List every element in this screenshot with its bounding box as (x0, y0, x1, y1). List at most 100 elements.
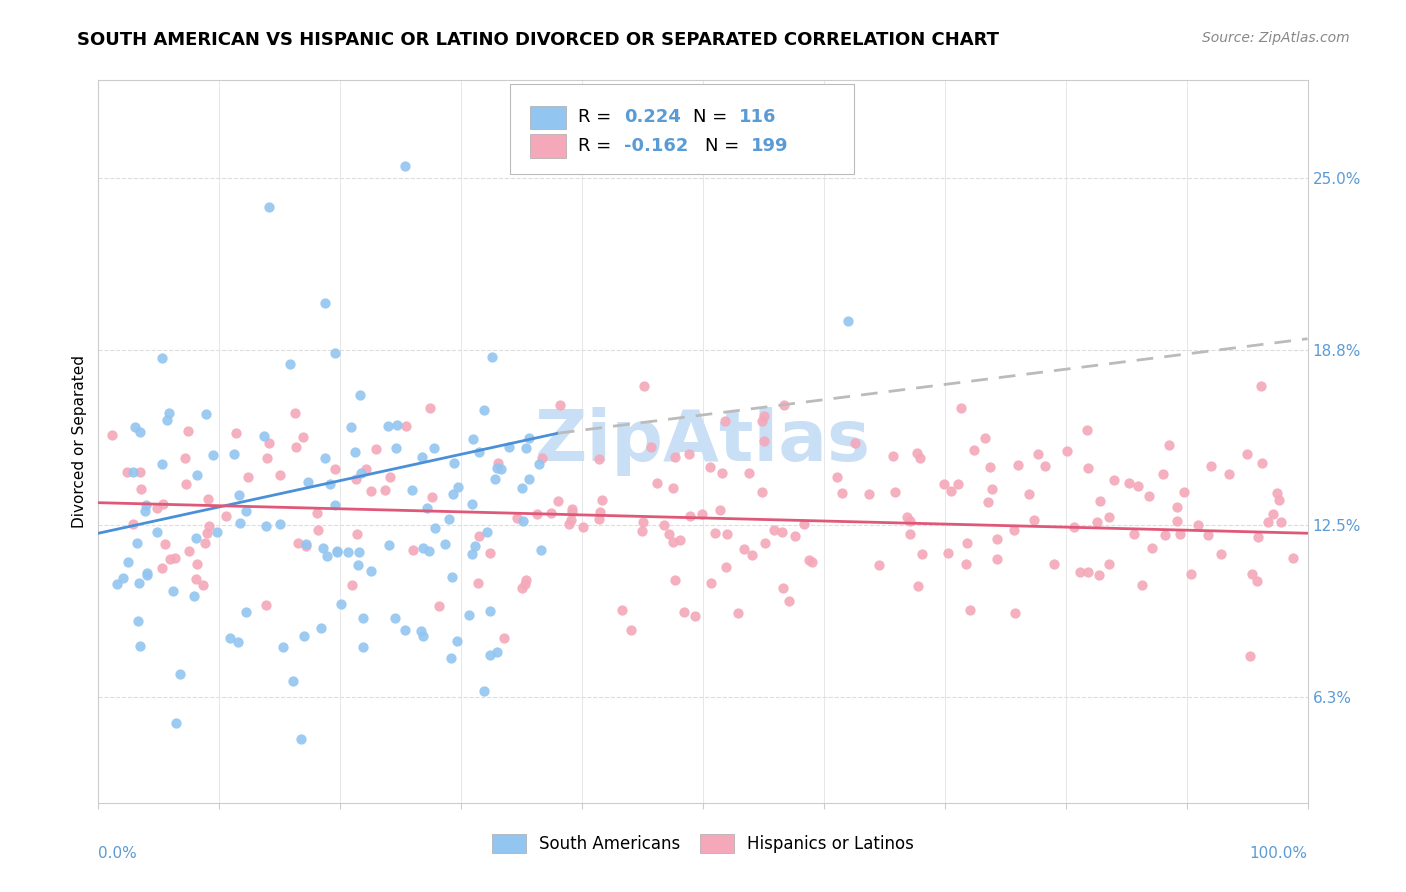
Point (135, 567, 157, 582)
Point (631, 516, 654, 530)
Point (986, 532, 1008, 546)
Point (1098, 557, 1121, 571)
Point (647, 475, 669, 490)
Point (186, 467, 208, 482)
Point (152, 458, 174, 472)
Point (700, 575, 723, 590)
Point (461, 547, 484, 561)
Point (1270, 516, 1292, 530)
Point (326, 544, 349, 558)
Point (105, 577, 128, 591)
Point (354, 461, 377, 475)
Point (588, 451, 610, 466)
Point (394, 623, 416, 637)
Point (314, 450, 336, 465)
Point (360, 564, 382, 578)
Point (323, 498, 346, 512)
Point (305, 506, 328, 520)
Point (561, 502, 583, 516)
Point (1267, 485, 1289, 500)
Point (699, 460, 721, 475)
Point (129, 482, 152, 496)
Text: ZipAtlas: ZipAtlas (536, 407, 870, 476)
Point (486, 645, 509, 659)
Point (981, 482, 1004, 496)
Point (772, 398, 794, 412)
Point (134, 504, 156, 518)
Text: R =: R = (578, 137, 617, 155)
Point (259, 201, 281, 215)
Point (271, 640, 294, 654)
Point (446, 480, 468, 494)
Point (401, 483, 423, 498)
Text: 0.0%: 0.0% (98, 847, 138, 861)
Point (1261, 507, 1284, 521)
Point (908, 451, 931, 466)
Point (517, 472, 540, 486)
Point (1098, 510, 1121, 524)
Point (1209, 547, 1232, 561)
Point (153, 537, 176, 551)
Point (672, 605, 695, 619)
Point (714, 414, 737, 428)
Point (349, 388, 371, 402)
Point (548, 398, 571, 412)
Text: 116: 116 (740, 108, 776, 126)
Point (437, 512, 460, 526)
Point (458, 607, 481, 622)
Point (883, 484, 905, 499)
Point (287, 536, 309, 550)
Point (384, 610, 406, 624)
Point (529, 543, 551, 558)
Point (146, 500, 169, 515)
Point (150, 351, 173, 365)
Point (195, 407, 218, 421)
Point (184, 572, 207, 586)
Point (1002, 523, 1025, 537)
Point (1239, 648, 1261, 663)
Point (620, 623, 643, 637)
Point (326, 545, 349, 559)
Point (125, 535, 148, 549)
Point (124, 419, 146, 434)
Point (253, 429, 276, 443)
Point (468, 445, 491, 459)
Point (1118, 475, 1140, 490)
Point (309, 621, 332, 635)
Point (291, 430, 314, 444)
Point (464, 539, 486, 553)
Point (936, 546, 959, 560)
Point (129, 425, 152, 439)
Point (662, 535, 685, 549)
Point (1077, 565, 1099, 579)
Text: -0.162: -0.162 (624, 137, 689, 155)
Point (1282, 550, 1305, 565)
Point (896, 509, 918, 524)
Point (117, 555, 139, 569)
Point (446, 633, 468, 648)
Point (412, 541, 434, 555)
Point (941, 483, 963, 498)
Point (703, 525, 725, 540)
Point (733, 541, 755, 556)
Point (197, 519, 219, 533)
Point (1076, 424, 1098, 438)
Point (235, 504, 257, 518)
Point (350, 467, 373, 481)
Point (959, 603, 981, 617)
Point (343, 445, 366, 459)
Point (183, 589, 205, 603)
Text: 0.224: 0.224 (624, 108, 682, 126)
Point (360, 483, 382, 498)
Point (932, 477, 955, 491)
Point (1168, 527, 1191, 541)
Point (472, 403, 495, 417)
Point (1250, 379, 1272, 393)
Point (738, 467, 761, 481)
Point (907, 579, 929, 593)
Point (1173, 485, 1195, 500)
Text: 100.0%: 100.0% (1250, 847, 1308, 861)
Text: R =: R = (578, 108, 617, 126)
Point (977, 495, 1000, 509)
Point (664, 450, 686, 464)
